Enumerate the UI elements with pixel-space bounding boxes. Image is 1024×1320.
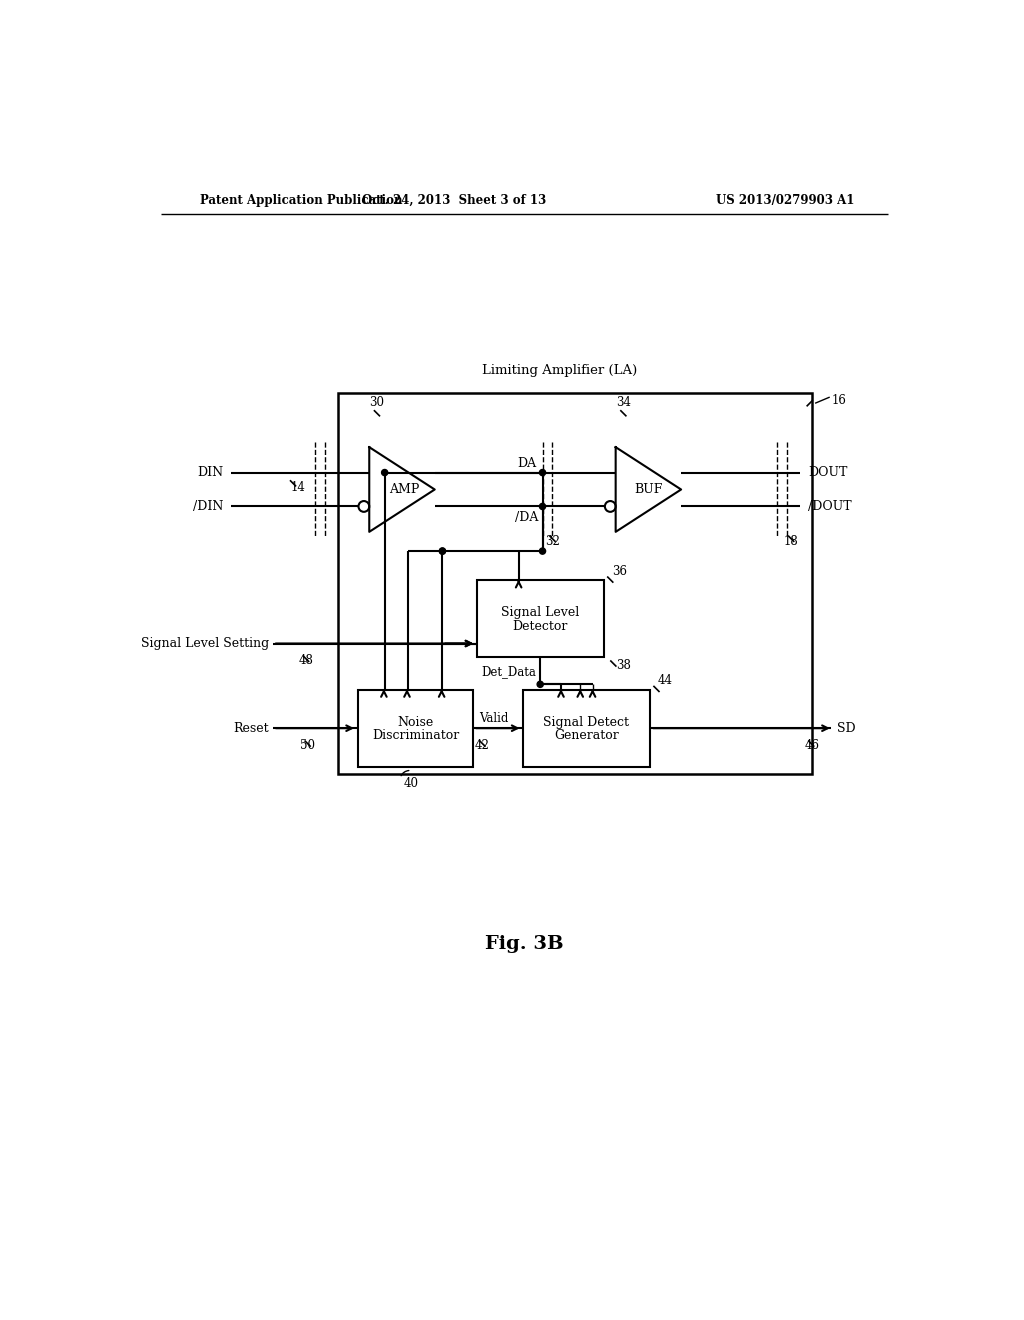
- Text: /DIN: /DIN: [193, 500, 223, 513]
- Bar: [523, 689, 650, 767]
- Text: Signal Level: Signal Level: [501, 606, 580, 619]
- Text: BUF: BUF: [635, 483, 663, 496]
- Text: /DOUT: /DOUT: [808, 500, 852, 513]
- Text: Limiting Amplifier (LA): Limiting Amplifier (LA): [482, 363, 637, 376]
- Text: SD: SD: [838, 722, 856, 735]
- Text: Noise: Noise: [397, 715, 433, 729]
- Circle shape: [540, 470, 546, 475]
- Text: 32: 32: [545, 535, 560, 548]
- Text: 42: 42: [475, 739, 489, 751]
- Text: Signal Detect: Signal Detect: [544, 715, 630, 729]
- Text: DIN: DIN: [197, 466, 223, 479]
- Circle shape: [382, 470, 388, 475]
- Text: Patent Application Publication: Patent Application Publication: [200, 194, 402, 207]
- Text: 38: 38: [615, 659, 631, 672]
- Text: 48: 48: [299, 653, 313, 667]
- Circle shape: [540, 503, 546, 510]
- Bar: [477, 581, 604, 657]
- Text: US 2013/0279903 A1: US 2013/0279903 A1: [716, 194, 854, 207]
- Text: Generator: Generator: [554, 730, 618, 742]
- Text: 14: 14: [291, 482, 306, 495]
- Text: DA: DA: [517, 457, 537, 470]
- Text: 50: 50: [300, 739, 315, 751]
- Text: AMP: AMP: [389, 483, 419, 496]
- Circle shape: [538, 681, 544, 688]
- Text: 30: 30: [370, 396, 384, 409]
- Text: Detector: Detector: [513, 620, 568, 634]
- Bar: [357, 689, 473, 767]
- Text: 16: 16: [831, 395, 846, 408]
- Text: 40: 40: [404, 777, 419, 791]
- Circle shape: [439, 548, 445, 554]
- Text: Discriminator: Discriminator: [372, 730, 459, 742]
- Text: Reset: Reset: [233, 722, 269, 735]
- Text: Signal Level Setting: Signal Level Setting: [141, 638, 269, 649]
- Text: /DA: /DA: [515, 511, 539, 524]
- Text: Det_Data: Det_Data: [481, 665, 536, 677]
- Circle shape: [540, 548, 546, 554]
- Text: 18: 18: [783, 535, 799, 548]
- Text: Oct. 24, 2013  Sheet 3 of 13: Oct. 24, 2013 Sheet 3 of 13: [361, 194, 546, 207]
- Text: Fig. 3B: Fig. 3B: [485, 935, 564, 953]
- Text: 36: 36: [611, 565, 627, 578]
- Text: 44: 44: [658, 675, 673, 686]
- Text: DOUT: DOUT: [808, 466, 848, 479]
- Bar: [339, 393, 812, 775]
- Circle shape: [439, 548, 445, 554]
- Text: 46: 46: [805, 739, 819, 751]
- Text: Valid: Valid: [479, 713, 509, 726]
- Text: 34: 34: [615, 396, 631, 409]
